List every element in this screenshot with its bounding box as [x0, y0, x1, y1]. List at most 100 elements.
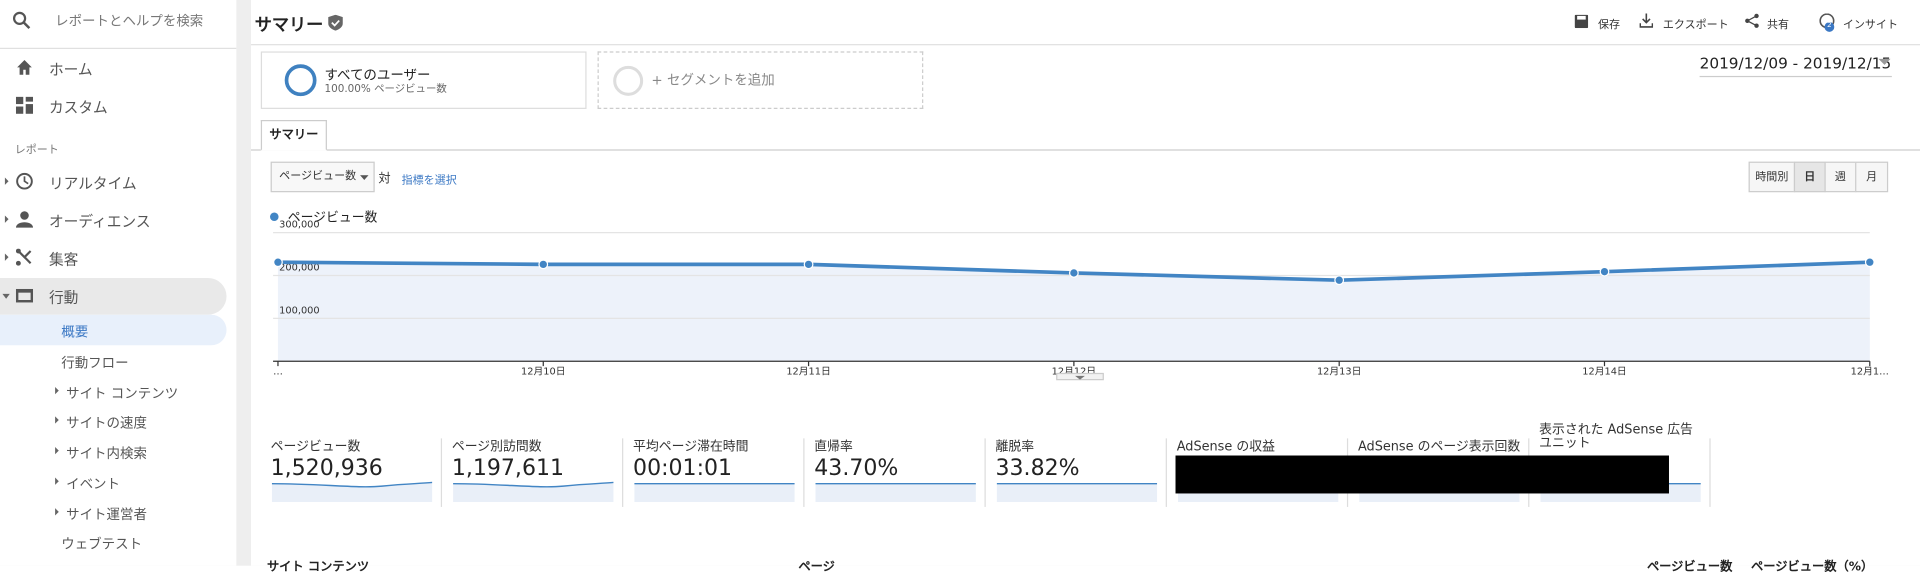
nav-subitem[interactable]: 概要	[61, 324, 89, 341]
y-tick-label: 200,000	[279, 263, 319, 274]
nav-item[interactable]: オーディエンス	[48, 213, 151, 231]
x-tick-label: 12月14日	[1582, 366, 1626, 378]
x-tick-label: 12月13日	[1317, 366, 1361, 378]
export-button[interactable]: エクスポート	[1662, 19, 1729, 32]
insights-button[interactable]: インサイト	[1842, 19, 1898, 32]
date-range[interactable]: 2019/12/09 - 2019/12/15	[1699, 54, 1892, 78]
point	[538, 259, 549, 270]
scorecard-label: 離脱率	[995, 439, 1035, 455]
save-button[interactable]: 保存	[1597, 19, 1621, 32]
collapse-arrow	[1075, 375, 1085, 380]
main: サマリー 保存 エクスポート 共有 2 インサイト すべてのユーザー 100.0…	[251, 0, 1920, 574]
x-tick-label: 12月11日	[786, 366, 830, 378]
nav-subitem[interactable]: サイト コンテンツ	[66, 385, 179, 402]
segment-card[interactable]	[260, 51, 587, 109]
scorecard-separator	[622, 438, 624, 507]
table-header: ページビュー数	[1646, 560, 1733, 574]
scorecard-value: 33.82%	[995, 455, 1080, 482]
search-box[interactable]: レポートとヘルプを検索	[55, 13, 204, 30]
redaction	[1175, 455, 1669, 494]
nav-subitem[interactable]: ウェブテスト	[61, 536, 143, 553]
scorecard-label: 直帰率	[814, 439, 853, 455]
sparkline	[271, 481, 433, 503]
insights-icon	[1819, 13, 1835, 32]
point	[1334, 275, 1345, 286]
segment-ring	[284, 64, 317, 97]
scorecard-separator	[1165, 438, 1167, 507]
area	[277, 262, 1870, 362]
nav-subitem[interactable]: サイト運営者	[66, 506, 147, 523]
sidebar: レポートとヘルプを検索 ホーム カスタム レポート リアルタイム オーディエンス…	[0, 0, 237, 566]
share-icon	[1745, 13, 1759, 28]
legend-label: ページビュー数	[288, 211, 378, 226]
nav-subitem[interactable]: イベント	[66, 476, 121, 493]
page-title: サマリー	[254, 15, 324, 36]
x-tick-label: 12月10日	[521, 366, 565, 378]
nav-item[interactable]: 行動	[48, 288, 79, 307]
table-header: ページ	[798, 560, 835, 574]
sparkline-area	[271, 482, 433, 503]
sparkline	[634, 482, 795, 503]
point	[1599, 266, 1610, 277]
sparkline-area	[996, 483, 1158, 503]
sparkline-area	[815, 483, 976, 503]
scorecard-value: 1,520,936	[270, 455, 383, 482]
home-icon	[17, 60, 32, 75]
nav-item[interactable]: リアルタイム	[48, 175, 137, 193]
sparkline-area	[453, 482, 614, 503]
custom-icon	[15, 96, 34, 114]
scorecard-label: 平均ページ滞在時間	[633, 439, 749, 455]
expand-arrows	[2, 177, 59, 516]
active-group	[0, 277, 227, 315]
divider	[0, 47, 237, 49]
nav-item[interactable]: カスタム	[48, 99, 108, 117]
y-tick-label: 300,000	[279, 220, 319, 231]
insights-badge: 2	[1826, 20, 1832, 30]
x-tick-label: …	[273, 367, 283, 378]
metric-dropdown[interactable]: ページビュー数	[270, 161, 375, 193]
scorecard-label: AdSense の収益	[1176, 439, 1275, 455]
granularity-button[interactable]: 時間別	[1748, 161, 1796, 193]
header-divider	[251, 44, 1920, 46]
sparkline	[996, 482, 1158, 503]
point	[1864, 257, 1875, 268]
sparkline	[453, 481, 614, 503]
tab-line	[251, 149, 1920, 151]
scorecard-separator	[440, 438, 443, 507]
granularity-button[interactable]: 日	[1793, 161, 1826, 193]
vs-label: 対	[378, 172, 391, 187]
active-item	[0, 314, 227, 346]
nav-item[interactable]: 集客	[48, 251, 79, 269]
granularity-button[interactable]: 週	[1824, 161, 1857, 193]
date-arrow	[1878, 58, 1891, 65]
nav-item[interactable]: ホーム	[48, 61, 93, 79]
nav-subitem[interactable]: サイトの速度	[66, 415, 147, 432]
person-icon	[15, 211, 34, 228]
nav-subitem[interactable]: サイト内検索	[66, 445, 147, 462]
granularity-button[interactable]: 月	[1855, 161, 1889, 193]
sparkline-area	[634, 483, 795, 503]
section-label: レポート	[14, 144, 59, 157]
scorecard-separator	[1709, 438, 1711, 507]
segment-name: すべてのユーザー	[324, 67, 431, 84]
y-tick-label: 100,000	[279, 305, 319, 316]
point	[803, 259, 814, 270]
scorecard-separator	[803, 438, 805, 507]
tab[interactable]: サマリー	[260, 120, 327, 151]
add-segment[interactable]	[597, 51, 924, 109]
scorecard-value: 00:01:01	[633, 455, 733, 482]
export-icon	[1639, 13, 1654, 28]
select-metric-link[interactable]: 指標を選択	[401, 175, 457, 188]
verified-icon	[328, 14, 343, 31]
share-button[interactable]: 共有	[1766, 19, 1789, 32]
point	[1068, 268, 1079, 278]
scorecard-value: 43.70%	[814, 455, 899, 482]
x-tick-label: 12月1…	[1851, 366, 1889, 378]
scorecard-label: ページ別訪問数	[451, 439, 542, 455]
add-segment-label[interactable]: + セグメントを追加	[651, 72, 775, 89]
legend-swatch	[270, 212, 279, 222]
scorecard-separator	[984, 438, 986, 507]
nav-subitem[interactable]: 行動フロー	[61, 355, 129, 372]
